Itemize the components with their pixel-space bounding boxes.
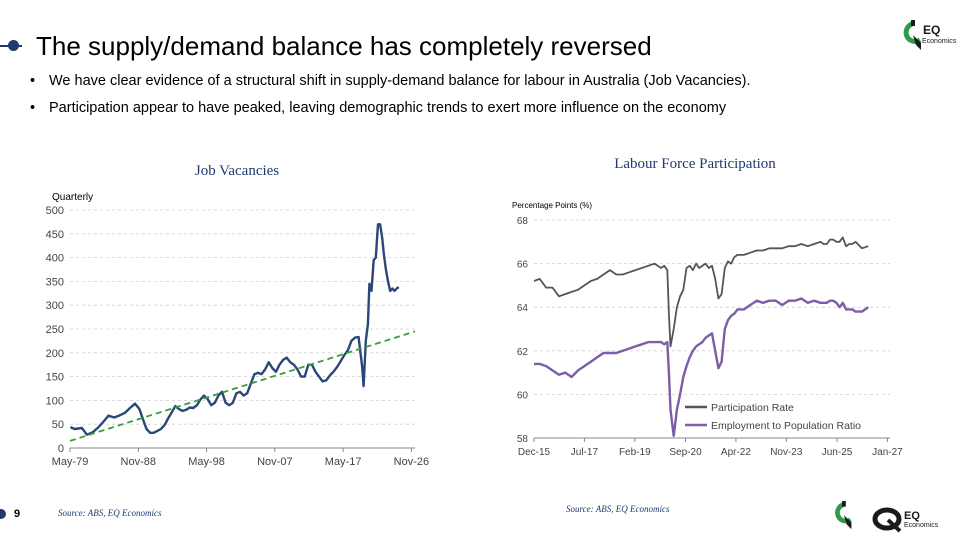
slide-title: The supply/demand balance has completely… bbox=[36, 31, 652, 61]
legend-label: Participation Rate bbox=[711, 402, 794, 414]
source-note-left: Source: ABS, EQ Economics bbox=[58, 508, 162, 518]
y-axis-label: Quarterly bbox=[52, 192, 93, 203]
logo-text-eq: EQ bbox=[923, 23, 941, 37]
title-marker-dot bbox=[8, 40, 19, 51]
y-tick-label: 64 bbox=[517, 303, 529, 314]
logo-text-economics: Economics bbox=[904, 522, 939, 529]
eq-logo-icon bbox=[903, 20, 922, 50]
y-tick-label: 50 bbox=[52, 419, 64, 431]
x-tick-label: Jan-27 bbox=[872, 447, 903, 458]
logo-text-eq: EQ bbox=[904, 510, 920, 522]
chart-title: Job Vacancies bbox=[195, 163, 279, 179]
x-tick-label: Apr-22 bbox=[721, 447, 751, 458]
x-tick-label: May-79 bbox=[52, 456, 89, 468]
x-tick-label: Jun-25 bbox=[822, 447, 853, 458]
page-number: 9 bbox=[14, 508, 21, 520]
y-tick-label: 66 bbox=[517, 260, 529, 271]
y-tick-label: 500 bbox=[46, 205, 64, 217]
x-tick-label: Nov-23 bbox=[770, 447, 803, 458]
x-tick-label: May-17 bbox=[325, 456, 362, 468]
x-tick-label: Sep-20 bbox=[669, 447, 702, 458]
y-tick-label: 60 bbox=[517, 390, 529, 401]
y-tick-label: 350 bbox=[46, 276, 64, 288]
job-vacancies-chart: Job Vacancies Quarterly 0 50 100 150 200 250 300… bbox=[46, 163, 430, 468]
y-tick-label: 450 bbox=[46, 229, 64, 241]
eq-logo-icon bbox=[835, 501, 852, 530]
bullet-item: We have clear evidence of a structural s… bbox=[30, 72, 750, 99]
x-tick-label: Feb-19 bbox=[619, 447, 651, 458]
job-vacancies-series-line bbox=[69, 223, 400, 436]
eq-economics-logo-bottom: EQ Economics bbox=[830, 500, 948, 534]
y-tick-label: 68 bbox=[517, 216, 529, 227]
chart-title: Labour Force Participation bbox=[614, 156, 776, 172]
y-tick-label: 300 bbox=[46, 300, 64, 312]
x-tick-label: Nov-26 bbox=[394, 456, 429, 468]
employment-to-population-line bbox=[534, 297, 869, 437]
x-tick-label: May-98 bbox=[188, 456, 225, 468]
y-tick-label: 0 bbox=[58, 443, 64, 455]
logo-text-economics: Economics bbox=[922, 38, 957, 45]
y-tick-label: 150 bbox=[46, 372, 64, 384]
labour-force-participation-chart: Labour Force Participation Percentage Poi… bbox=[512, 156, 903, 458]
x-tick-label: Nov-07 bbox=[257, 456, 292, 468]
bullet-item: Participation appear to have peaked, lea… bbox=[30, 99, 750, 126]
y-tick-label: 400 bbox=[46, 253, 64, 265]
legend-label: Employment to Population Ratio bbox=[711, 420, 861, 432]
y-tick-label: 62 bbox=[517, 347, 529, 358]
y-tick-label: 250 bbox=[46, 324, 64, 336]
x-tick-label: Dec-15 bbox=[518, 447, 551, 458]
participation-rate-line bbox=[533, 236, 869, 348]
x-tick-label: Jul-17 bbox=[571, 447, 599, 458]
y-axis-label: Percentage Points (%) bbox=[512, 201, 592, 210]
source-note-right: Source: ABS, EQ Economics bbox=[566, 504, 670, 514]
bullet-list: We have clear evidence of a structural s… bbox=[30, 72, 750, 126]
y-tick-label: 58 bbox=[517, 434, 529, 445]
eq-economics-logo-top: EQ Economics bbox=[900, 18, 956, 58]
page-marker bbox=[0, 509, 6, 519]
trend-line bbox=[69, 330, 416, 442]
x-tick-label: Nov-88 bbox=[121, 456, 156, 468]
q-logo-icon bbox=[872, 507, 902, 533]
y-tick-label: 100 bbox=[46, 395, 64, 407]
y-tick-label: 200 bbox=[46, 348, 64, 360]
